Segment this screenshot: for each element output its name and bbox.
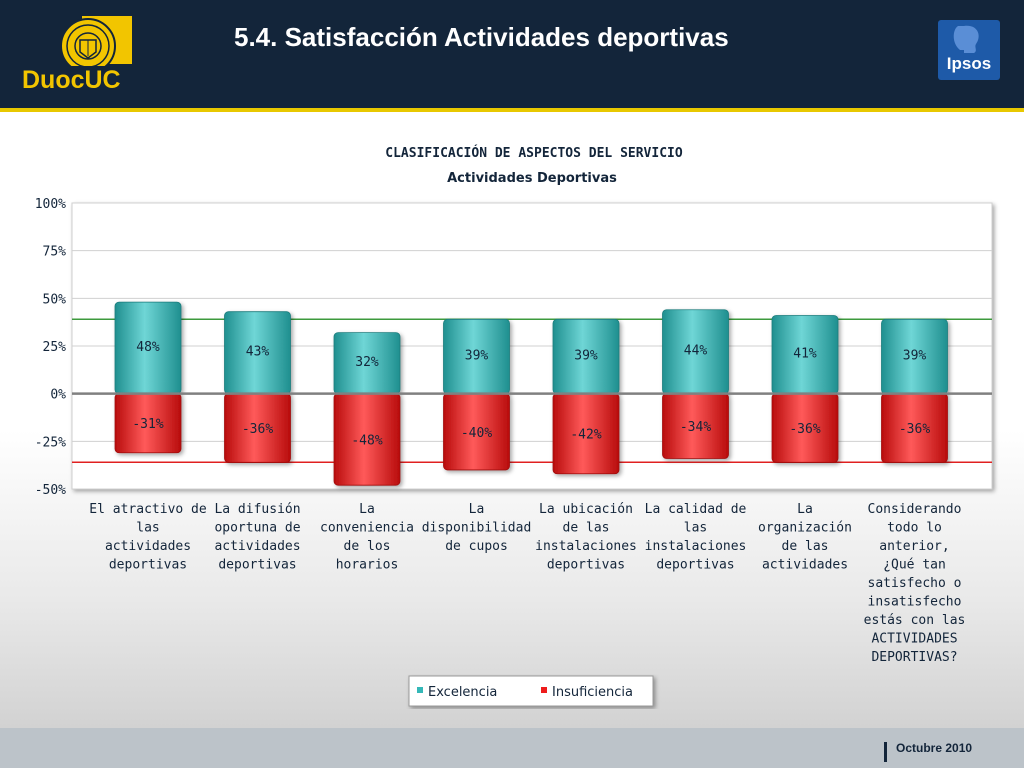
y-tick-label: 100% xyxy=(35,197,66,212)
category-label-line: todo lo xyxy=(887,521,942,536)
data-label-excelencia: 43% xyxy=(246,345,270,360)
y-tick-label: -50% xyxy=(35,483,66,498)
category-label-line: disponibilidad xyxy=(422,521,532,536)
category-label: El atractivo de las actividades deportivas xyxy=(89,502,207,573)
y-axis-ticks: 100% 75% 50% 25% 0% -25% -50% xyxy=(35,197,66,498)
category-label-line: La xyxy=(797,502,813,517)
category-label-line: deportivas xyxy=(656,558,734,573)
data-label-insuficiencia: -34% xyxy=(680,420,711,435)
data-label-insuficiencia: -40% xyxy=(461,426,492,441)
category-label-line: estás con las xyxy=(864,613,966,628)
legend-swatch-excelencia xyxy=(417,687,423,693)
data-label-excelencia: 48% xyxy=(136,340,160,355)
header-bar xyxy=(0,0,1024,108)
ipsos-logo: Ipsos xyxy=(938,20,1000,80)
chart-area: CLASIFICACIÓN DE ASPECTOS DEL SERVICIO A… xyxy=(0,112,1024,728)
data-label-insuficiencia: -36% xyxy=(789,422,820,437)
category-label-line: actividades xyxy=(105,539,191,554)
category-label-line: las xyxy=(136,521,159,536)
data-label-excelencia: 39% xyxy=(574,348,598,363)
category-label-line: DEPORTIVAS? xyxy=(871,650,957,665)
category-label-line: La difusión xyxy=(214,502,300,517)
category-label-line: instalaciones xyxy=(535,539,637,554)
legend-box xyxy=(408,675,654,707)
category-label-line: La calidad de xyxy=(645,502,747,517)
chart-title: CLASIFICACIÓN DE ASPECTOS DEL SERVICIO xyxy=(385,145,683,161)
legend-swatch-insuficiencia xyxy=(541,687,547,693)
ipsos-head-icon xyxy=(953,25,979,53)
bar-chart: CLASIFICACIÓN DE ASPECTOS DEL SERVICIO A… xyxy=(35,145,993,707)
category-label-line: deportivas xyxy=(547,558,625,573)
category-label-line: satisfecho o xyxy=(868,576,962,591)
category-label-line: las xyxy=(684,521,707,536)
header-accent-line xyxy=(0,108,1024,112)
category-label: Considerando todo lo anterior, ¿Qué tan sati… xyxy=(864,502,966,665)
category-label: La calidad de las instalaciones deportivas xyxy=(645,502,747,573)
duoc-uc-wordmark: DuocUC xyxy=(22,66,121,92)
category-labels: El atractivo de las actividades deportivasL… xyxy=(89,502,965,665)
category-label-line: El atractivo de xyxy=(89,502,207,517)
legend-label-insuficiencia: Insuficiencia xyxy=(552,685,633,700)
y-tick-label: 25% xyxy=(43,340,67,355)
data-label-excelencia: 39% xyxy=(903,348,927,363)
category-label-line: ACTIVIDADES xyxy=(871,632,957,647)
footer-bar: Octubre 2010 xyxy=(0,728,1024,768)
category-label-line: actividades xyxy=(214,539,300,554)
legend: Excelencia Insuficiencia xyxy=(408,675,654,707)
data-label-excelencia: 32% xyxy=(355,355,379,370)
category-label-line: La xyxy=(469,502,485,517)
category-label-line: conveniencia xyxy=(320,521,414,536)
category-label-line: oportuna de xyxy=(214,521,300,536)
y-tick-label: -25% xyxy=(35,435,66,450)
category-label-line: de cupos xyxy=(445,539,508,554)
bars xyxy=(114,301,948,486)
y-tick-label: 50% xyxy=(43,292,67,307)
category-label-line: deportivas xyxy=(218,558,296,573)
category-label-line: horarios xyxy=(336,558,399,573)
category-label-line: deportivas xyxy=(109,558,187,573)
category-label-line: de las xyxy=(563,521,610,536)
category-label-line: ¿Qué tan xyxy=(883,558,946,573)
category-label-line: de las xyxy=(782,539,829,554)
data-label-insuficiencia: -48% xyxy=(351,433,382,448)
data-label-excelencia: 39% xyxy=(465,348,489,363)
duoc-uc-emblem-icon: DuocUC xyxy=(20,16,132,94)
y-tick-label: 0% xyxy=(50,388,66,403)
data-labels: 48% -31% 43% -36% 32% -48% 39% -40% 39% -42% 44% -3… xyxy=(132,340,930,449)
legend-label-excelencia: Excelencia xyxy=(428,685,497,700)
category-label-line: Considerando xyxy=(868,502,962,517)
category-label-line: La ubicación xyxy=(539,502,633,517)
footer-separator xyxy=(884,742,887,762)
data-label-excelencia: 41% xyxy=(793,347,817,362)
data-label-excelencia: 44% xyxy=(684,344,708,359)
data-label-insuficiencia: -42% xyxy=(570,428,601,443)
category-label-line: de los xyxy=(344,539,391,554)
category-label: La ubicación de las instalaciones deportiva… xyxy=(535,502,637,573)
category-label-line: actividades xyxy=(762,558,848,573)
category-label-line: La xyxy=(359,502,375,517)
page-title: 5.4. Satisfacción Actividades deportivas xyxy=(234,22,729,52)
ipsos-wordmark: Ipsos xyxy=(946,54,992,73)
category-label-line: organización xyxy=(758,521,852,536)
data-label-insuficiencia: -36% xyxy=(242,422,273,437)
category-label: La disponibilidad de cupos xyxy=(422,502,532,554)
chart-subtitle: Actividades Deportivas xyxy=(447,171,617,186)
footer-date: Octubre 2010 xyxy=(896,741,973,755)
category-label: La organización de las actividades xyxy=(758,502,852,573)
category-label: La difusión oportuna de actividades deporti… xyxy=(214,502,300,573)
category-label-line: anterior, xyxy=(879,539,949,554)
data-label-insuficiencia: -36% xyxy=(899,422,930,437)
y-tick-label: 75% xyxy=(43,245,67,260)
category-label: La conveniencia de los horarios xyxy=(320,502,414,573)
duoc-uc-logo: DuocUC xyxy=(20,14,136,94)
data-label-insuficiencia: -31% xyxy=(132,417,163,432)
category-label-line: instalaciones xyxy=(645,539,747,554)
category-label-line: insatisfecho xyxy=(868,595,962,610)
